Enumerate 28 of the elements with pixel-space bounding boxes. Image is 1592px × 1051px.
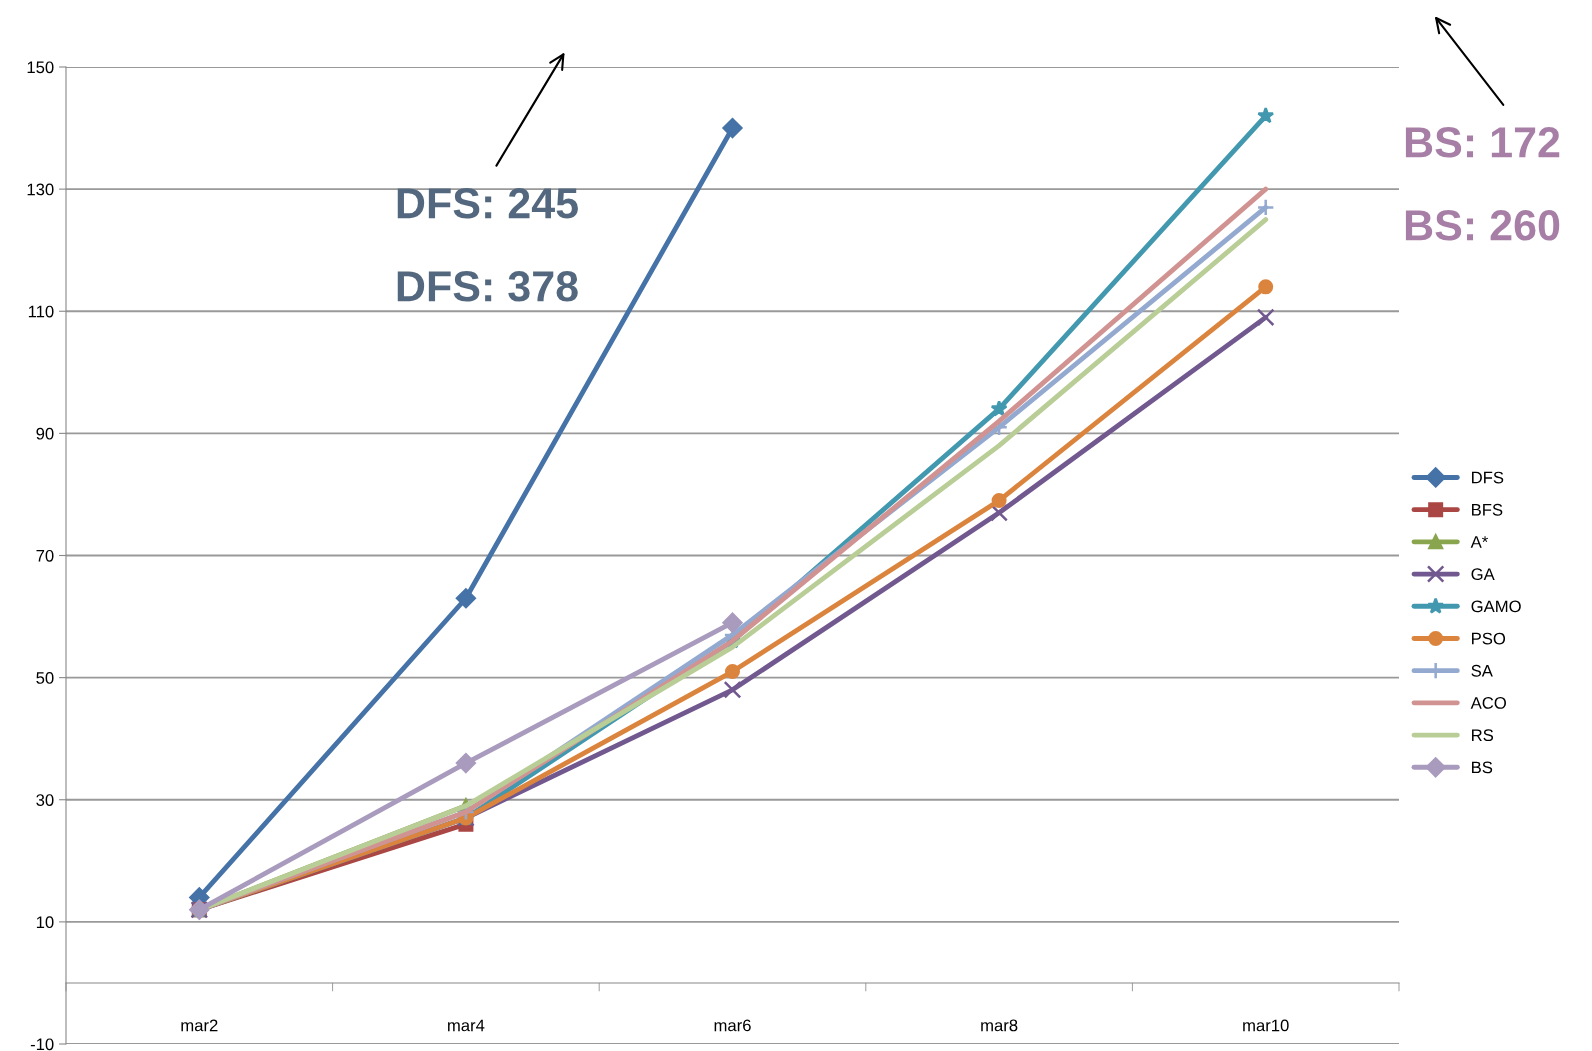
x-tick-label: mar2 (181, 1019, 218, 1032)
legend-label: PSO (1472, 632, 1506, 645)
x-tick-label: mar10 (1243, 1019, 1289, 1032)
y-tick-label: -10 (30, 1038, 54, 1051)
x-tick-label: mar8 (981, 1019, 1018, 1032)
y-tick-label: 10 (36, 916, 54, 929)
legend-label: DFS (1472, 471, 1504, 484)
y-tick-label: 50 (36, 672, 54, 684)
legend-label: BFS (1472, 503, 1503, 516)
y-tick-label: 130 (27, 183, 54, 196)
y-tick-label: 150 (27, 61, 54, 74)
y-tick-label: 70 (36, 549, 54, 562)
y-tick-label: 110 (28, 305, 54, 318)
y-tick-label: 90 (36, 427, 54, 440)
legend-label: SA (1471, 664, 1493, 677)
legend-label: RS (1472, 729, 1494, 742)
y-tick-label: 30 (36, 794, 54, 806)
legend-label: BS (1472, 761, 1493, 774)
text: BS: 172 (1405, 127, 1560, 158)
x-tick-label: mar6 (714, 1019, 751, 1032)
legend-label: GA (1471, 568, 1495, 581)
annotation: DFS: 245 (397, 188, 578, 219)
legend-label: GAMO (1471, 600, 1521, 613)
x-tick-label: mar4 (448, 1019, 485, 1032)
annotation: DFS: 378 (397, 271, 578, 302)
legend-label: ACO (1470, 697, 1506, 709)
text: BS: 260 (1405, 210, 1560, 241)
legend-label: A* (1470, 536, 1489, 548)
